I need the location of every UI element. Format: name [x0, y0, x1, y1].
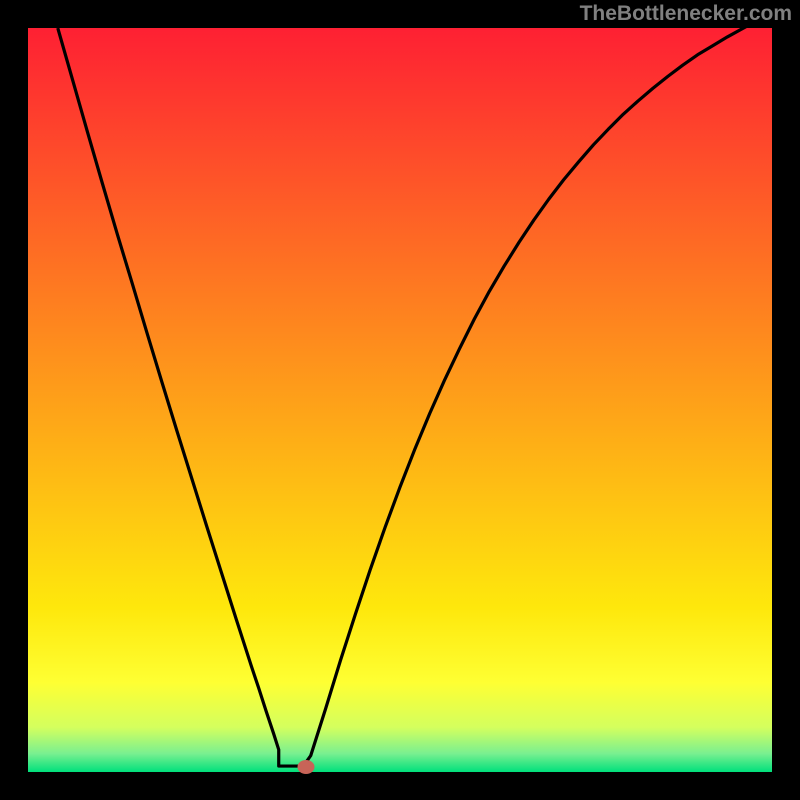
optimum-marker: [298, 760, 315, 774]
plot-area: [28, 28, 772, 772]
curve-path: [58, 28, 772, 766]
bottleneck-curve: [28, 28, 772, 772]
watermark-text: TheBottlenecker.com: [580, 2, 792, 26]
